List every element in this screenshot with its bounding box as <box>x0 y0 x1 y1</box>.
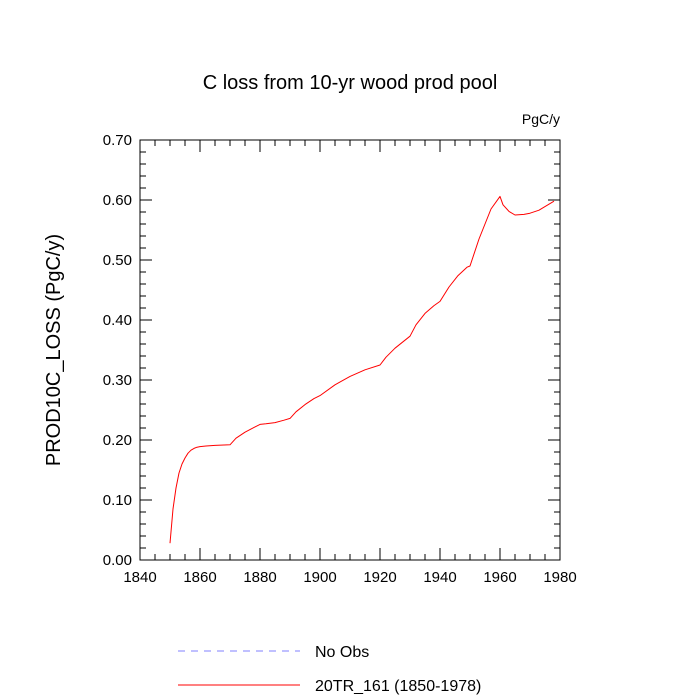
plot-area: 1840 1860 1880 1900 1920 1940 1960 1980 0.00 0.10… <box>103 132 577 586</box>
x-tick-label: 1840 <box>123 569 156 586</box>
series-line <box>169 195 555 544</box>
y-tick-label: 0.30 <box>103 372 132 389</box>
y-tick-label: 0.20 <box>103 432 132 449</box>
x-tick-label: 1860 <box>183 569 216 586</box>
legend: No Obs 20TR_161 (1850-1978) <box>178 644 481 695</box>
x-tick-label: 1880 <box>243 569 276 586</box>
units-label: PgC/y <box>522 111 560 127</box>
axis-ticks <box>139 139 561 561</box>
x-tick-label: 1900 <box>303 569 336 586</box>
legend-label: No Obs <box>315 644 369 661</box>
y-tick-label: 0.70 <box>103 132 132 149</box>
y-tick-label: 0.00 <box>103 552 132 569</box>
x-tick-label: 1940 <box>423 569 456 586</box>
series-lines <box>169 195 555 544</box>
y-tick-label: 0.50 <box>103 252 132 269</box>
y-tick-label: 0.60 <box>103 192 132 209</box>
plot-frame <box>139 139 561 561</box>
x-tick-label: 1980 <box>543 569 576 586</box>
legend-label: 20TR_161 (1850-1978) <box>315 678 481 695</box>
y-tick-label: 0.10 <box>103 492 132 509</box>
x-tick-label: 1960 <box>483 569 516 586</box>
y-tick-label: 0.40 <box>103 312 132 329</box>
y-axis-label: PROD10C_LOSS (PgC/y) <box>43 234 65 466</box>
x-tick-label: 1920 <box>363 569 396 586</box>
chart-title: C loss from 10-yr wood prod pool <box>203 72 498 94</box>
axis-tick-labels: 1840 1860 1880 1900 1920 1940 1960 1980 0.00 0.10… <box>103 132 577 586</box>
